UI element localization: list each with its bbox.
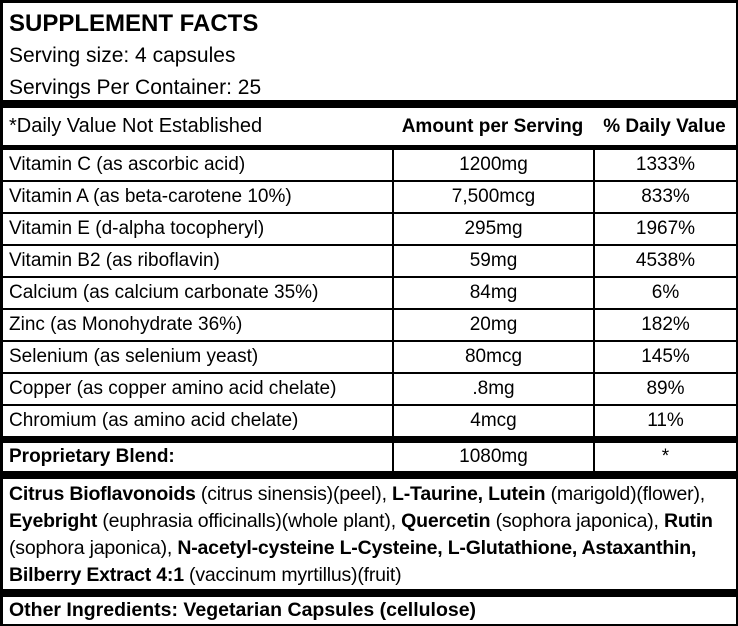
amount-per-serving: 84mg [392, 278, 593, 308]
label-header: SUPPLEMENT FACTS Serving size: 4 capsule… [3, 3, 736, 100]
table-header-row: *Daily Value Not Established Amount per … [3, 108, 736, 150]
serving-size: Serving size: 4 capsules [9, 44, 236, 67]
ingredient-name: Copper (as copper amino acid chelate) [9, 378, 337, 399]
ingredient-name: Chromium (as amino acid chelate) [9, 410, 299, 431]
percent-daily-value: 833% [593, 182, 736, 212]
blend-ingredient-name: Quercetin [401, 510, 491, 532]
amount-per-serving: 59mg [392, 246, 593, 276]
amount-per-serving: 1200mg [392, 150, 593, 180]
percent-daily-value: 89% [593, 374, 736, 404]
column-header-footnote: *Daily Value Not Established [9, 115, 263, 137]
divider-thick-below-blend [3, 471, 736, 479]
table-row: Vitamin C (as ascorbic acid) 1200mg 1333% [3, 150, 736, 180]
percent-daily-value: 11% [593, 406, 736, 436]
amount-per-serving: 4mcg [392, 406, 593, 436]
blend-ingredient-source: (sophora japonica), [9, 537, 178, 559]
proprietary-blend-amount: 1080mg [392, 443, 593, 471]
proprietary-blend-label: Proprietary Blend: [9, 446, 175, 467]
ingredient-name: Calcium (as calcium carbonate 35%) [9, 282, 319, 303]
divider-thick-top [3, 100, 736, 108]
percent-daily-value: 4538% [593, 246, 736, 276]
blend-ingredients-paragraph: Citrus Bioflavonoids (citrus sinensis)(p… [3, 479, 736, 589]
other-ingredients: Other Ingredients: Vegetarian Capsules (… [9, 599, 477, 621]
ingredient-name: Vitamin C (as ascorbic acid) [9, 154, 246, 175]
divider-thick-above-other [3, 589, 736, 597]
proprietary-blend-daily-value: * [593, 443, 736, 471]
amount-per-serving: 80mcg [392, 342, 593, 372]
page-title: SUPPLEMENT FACTS [9, 10, 259, 37]
table-row: Calcium (as calcium carbonate 35%) 84mg 6% [3, 276, 736, 308]
amount-per-serving: 295mg [392, 214, 593, 244]
blend-ingredient-source: (citrus sinensis)(peel), [195, 483, 393, 505]
blend-ingredient-name: N-acetyl-cysteine L-Cysteine, L-Glutathi… [9, 537, 697, 586]
percent-daily-value: 1967% [593, 214, 736, 244]
amount-per-serving: 7,500mcg [392, 182, 593, 212]
nutrient-table: Vitamin C (as ascorbic acid) 1200mg 1333% V… [3, 150, 736, 436]
blend-ingredient-source: (euphrasia officinalls)(whole plant), [97, 510, 402, 532]
blend-ingredient-name: Rutin [663, 510, 713, 532]
percent-daily-value: 182% [593, 310, 736, 340]
servings-per-container: Servings Per Container: 25 [9, 76, 262, 99]
table-row: Vitamin A (as beta-carotene 10%) 7,500mcg… [3, 180, 736, 212]
amount-per-serving: 20mg [392, 310, 593, 340]
proprietary-blend-row: Proprietary Blend: 1080mg * [3, 443, 736, 471]
blend-ingredient-source: (vaccinum myrtillus)(fruit) [183, 564, 402, 586]
column-header-daily-value: % Daily Value [603, 115, 726, 137]
column-header-amount-per-serving: Amount per Serving [401, 115, 584, 137]
blend-ingredient-name: Citrus Bioflavonoids [9, 483, 196, 505]
table-row: Vitamin E (d-alpha tocopheryl) 295mg 1967% [3, 212, 736, 244]
blend-ingredient-source: (marigold)(flower), [545, 483, 706, 505]
percent-daily-value: 145% [593, 342, 736, 372]
percent-daily-value: 6% [593, 278, 736, 308]
blend-ingredient-name: L-Taurine, Lutein [392, 483, 546, 505]
ingredient-name: Vitamin B2 (as riboflavin) [9, 250, 220, 271]
percent-daily-value: 1333% [593, 150, 736, 180]
amount-per-serving: .8mg [392, 374, 593, 404]
ingredient-name: Zinc (as Monohydrate 36%) [9, 314, 243, 335]
table-row: Vitamin B2 (as riboflavin) 59mg 4538% [3, 244, 736, 276]
ingredient-name: Vitamin E (d-alpha tocopheryl) [9, 218, 265, 239]
table-row: Chromium (as amino acid chelate) 4mcg 11% [3, 404, 736, 436]
blend-ingredient-name: Eyebright [9, 510, 98, 532]
table-row: Zinc (as Monohydrate 36%) 20mg 182% [3, 308, 736, 340]
ingredient-name: Vitamin A (as beta-carotene 10%) [9, 186, 292, 207]
table-row: Selenium (as selenium yeast) 80mcg 145% [3, 340, 736, 372]
blend-ingredient-source: (sophora japonica), [490, 510, 664, 532]
ingredient-name: Selenium (as selenium yeast) [9, 346, 259, 367]
table-row: Copper (as copper amino acid chelate) .8m… [3, 372, 736, 404]
divider-thick-above-blend [3, 436, 736, 443]
